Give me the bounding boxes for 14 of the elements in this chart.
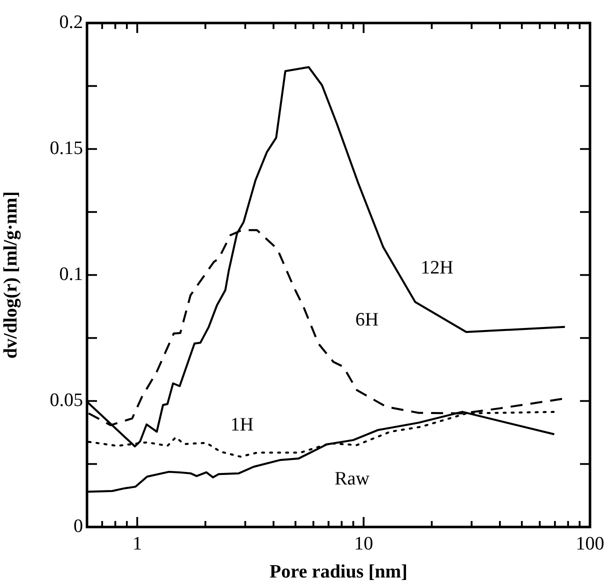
y-tick-label: 0.2 <box>59 12 83 33</box>
y-tick-label: 0.1 <box>59 264 83 285</box>
y-tick-label: 0.15 <box>50 138 83 159</box>
y-tick-label: 0 <box>74 516 83 537</box>
y-axis-title: dv/dlog(r) [ml/g·nm] <box>0 191 22 359</box>
x-axis-title: Pore radius [nm] <box>270 562 408 583</box>
series-label: Raw <box>334 468 370 490</box>
x-tick-label: 100 <box>576 533 604 554</box>
series-label: 1H <box>230 414 254 436</box>
series-label: 12H <box>420 258 454 278</box>
series-label: 6H <box>355 310 379 330</box>
x-tick-label: 10 <box>354 533 374 554</box>
y-tick-label: 0.05 <box>50 390 83 411</box>
x-tick-label: 1 <box>132 533 142 554</box>
